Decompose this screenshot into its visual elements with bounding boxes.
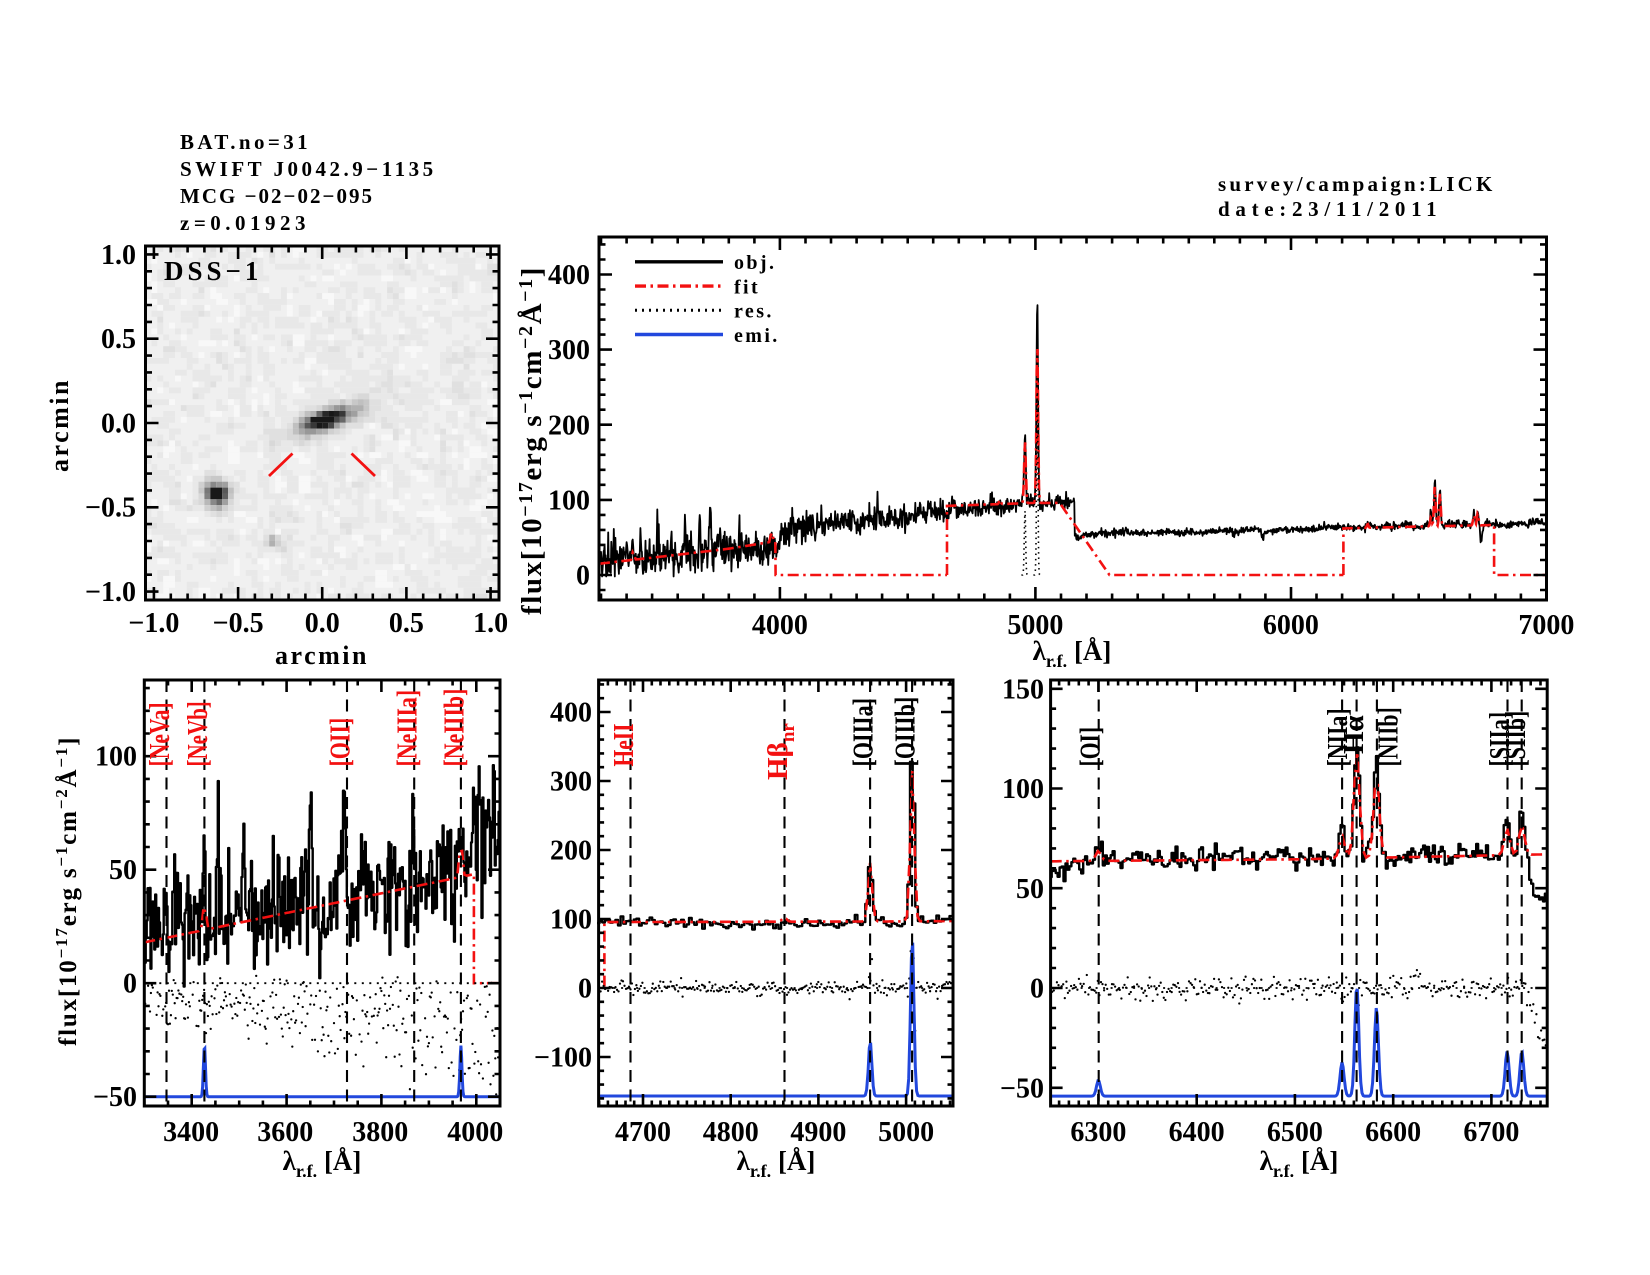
svg-text:1.0: 1.0	[473, 608, 508, 639]
svg-text:BAT.no=31: BAT.no=31	[180, 130, 311, 154]
svg-text:−100: −100	[534, 1043, 592, 1074]
svg-text:6400: 6400	[1169, 1117, 1225, 1148]
svg-text:200: 200	[550, 836, 592, 867]
svg-text:0: 0	[1030, 974, 1044, 1005]
svg-text:HeII: HeII	[608, 724, 640, 767]
svg-text:[OII]: [OII]	[325, 718, 357, 767]
svg-text:200: 200	[548, 410, 590, 441]
svg-text:date:23/11/2011: date:23/11/2011	[1218, 197, 1442, 221]
svg-text:[NeVa]: [NeVa]	[144, 702, 176, 766]
svg-text:0.5: 0.5	[101, 324, 136, 355]
svg-text:−50: −50	[93, 1082, 137, 1113]
svg-text:4900: 4900	[790, 1117, 846, 1148]
svg-text:flux[10−17erg s−1cm−2Å−1]: flux[10−17erg s−1cm−2Å−1]	[52, 736, 82, 1046]
svg-text:[OI]: [OI]	[1075, 727, 1107, 767]
svg-text:6600: 6600	[1365, 1117, 1421, 1148]
svg-text:[NeVb]: [NeVb]	[182, 701, 214, 766]
svg-text:−0.5: −0.5	[85, 493, 136, 524]
svg-text:−1.0: −1.0	[128, 608, 179, 639]
svg-text:z=0.01923: z=0.01923	[180, 211, 310, 235]
svg-text:−0.5: −0.5	[213, 608, 264, 639]
svg-text:50: 50	[109, 855, 137, 886]
svg-text:λr.f. [Å]: λr.f. [Å]	[283, 1146, 362, 1181]
svg-text:arcmin: arcmin	[45, 378, 74, 472]
svg-text:5000: 5000	[1007, 610, 1063, 641]
svg-text:3400: 3400	[163, 1117, 219, 1148]
svg-text:300: 300	[548, 335, 590, 366]
svg-text:obj.: obj.	[734, 252, 776, 274]
svg-text:5000: 5000	[878, 1117, 934, 1148]
svg-text:SWIFT J0042.9−1135: SWIFT J0042.9−1135	[180, 157, 437, 181]
svg-text:4000: 4000	[752, 610, 808, 641]
svg-text:7000: 7000	[1518, 610, 1574, 641]
svg-text:[SIIb]: [SIIb]	[1500, 711, 1532, 767]
svg-text:4700: 4700	[615, 1117, 671, 1148]
svg-text:[OIIIb]: [OIIIb]	[890, 697, 922, 767]
svg-text:[SIIa]: [SIIa]	[1484, 712, 1516, 767]
svg-text:λr.f. [Å]: λr.f. [Å]	[1033, 636, 1112, 671]
svg-text:3800: 3800	[352, 1117, 408, 1148]
svg-text:150: 150	[1002, 674, 1044, 705]
svg-text:[OIIIa]: [OIIIa]	[848, 698, 880, 767]
svg-text:res.: res.	[734, 301, 774, 323]
svg-text:0.0: 0.0	[305, 608, 340, 639]
svg-text:emi.: emi.	[734, 325, 780, 347]
svg-text:arcmin: arcmin	[275, 641, 369, 670]
svg-text:300: 300	[550, 767, 592, 798]
svg-text:4000: 4000	[447, 1117, 503, 1148]
svg-text:fit: fit	[734, 276, 760, 298]
svg-text:0: 0	[576, 561, 590, 592]
svg-text:[NIIa]: [NIIa]	[1322, 708, 1354, 766]
svg-text:0: 0	[123, 969, 137, 1000]
svg-text:survey/campaign:LICK: survey/campaign:LICK	[1218, 172, 1496, 196]
svg-text:−1.0: −1.0	[85, 577, 136, 608]
svg-text:0: 0	[578, 974, 592, 1005]
svg-text:4800: 4800	[703, 1117, 759, 1148]
svg-text:3600: 3600	[257, 1117, 313, 1148]
svg-text:100: 100	[550, 905, 592, 936]
svg-text:400: 400	[550, 698, 592, 729]
svg-text:6000: 6000	[1263, 610, 1319, 641]
svg-text:0.0: 0.0	[101, 408, 136, 439]
svg-text:100: 100	[548, 486, 590, 517]
svg-text:50: 50	[1016, 874, 1044, 905]
svg-text:1.0: 1.0	[101, 240, 136, 271]
svg-text:[NeIIIb]: [NeIIIb]	[438, 689, 470, 767]
svg-text:[NeIIIa]: [NeIIIa]	[392, 690, 424, 767]
svg-text:100: 100	[95, 742, 137, 773]
svg-text:λr.f. [Å]: λr.f. [Å]	[1260, 1146, 1339, 1181]
svg-text:−50: −50	[1000, 1073, 1044, 1104]
svg-text:DSS−1: DSS−1	[164, 256, 262, 286]
svg-text:flux[10−17erg s−1cm−2Å−1]: flux[10−17erg s−1cm−2Å−1]	[515, 266, 548, 615]
svg-text:400: 400	[548, 260, 590, 291]
svg-text:λr.f. [Å]: λr.f. [Å]	[737, 1146, 816, 1181]
svg-text:6500: 6500	[1267, 1117, 1323, 1148]
svg-text:100: 100	[1002, 774, 1044, 805]
svg-text:0.5: 0.5	[389, 608, 424, 639]
svg-text:6700: 6700	[1463, 1117, 1519, 1148]
svg-text:[NIIb]: [NIIb]	[1372, 707, 1404, 766]
svg-text:Hα: Hα	[1338, 715, 1370, 754]
svg-text:6300: 6300	[1070, 1117, 1126, 1148]
svg-text:MCG −02−02−095: MCG −02−02−095	[180, 184, 374, 208]
